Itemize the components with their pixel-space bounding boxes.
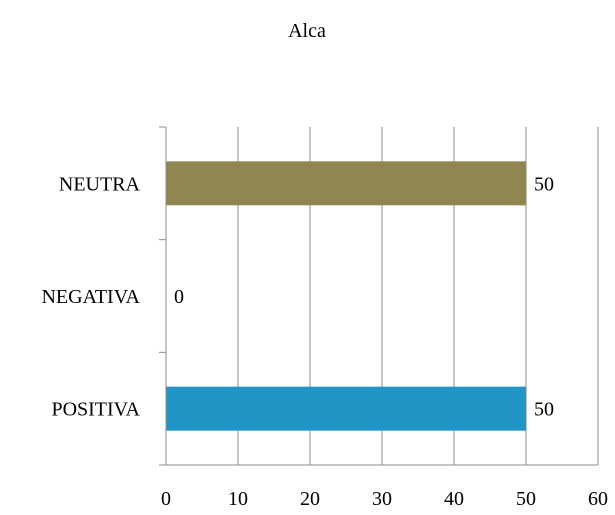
category-label: POSITIVA: [51, 399, 140, 421]
axes: [159, 126, 598, 466]
x-tick-label: 20: [300, 488, 320, 510]
category-label: NEGATIVA: [41, 286, 140, 308]
x-tick-label: 10: [228, 488, 248, 510]
category-label: NEUTRA: [59, 173, 141, 195]
x-tick-label: 30: [372, 488, 392, 510]
labels: 0 10 20 30 40 50 60 NEUTRA 50 NEGATIVA 0 POSITIVA 50: [41, 173, 608, 510]
data-label: 50: [534, 399, 554, 421]
chart-title: Alca: [288, 20, 326, 42]
bar: [166, 161, 526, 206]
bars: [166, 161, 526, 431]
data-label: 50: [534, 173, 554, 195]
x-tick-label: 50: [516, 488, 536, 510]
data-label: 0: [174, 286, 184, 308]
x-tick-label: 60: [588, 488, 608, 510]
x-tick-label: 0: [161, 488, 171, 510]
x-tick-label: 40: [444, 488, 464, 510]
bar: [166, 386, 526, 431]
